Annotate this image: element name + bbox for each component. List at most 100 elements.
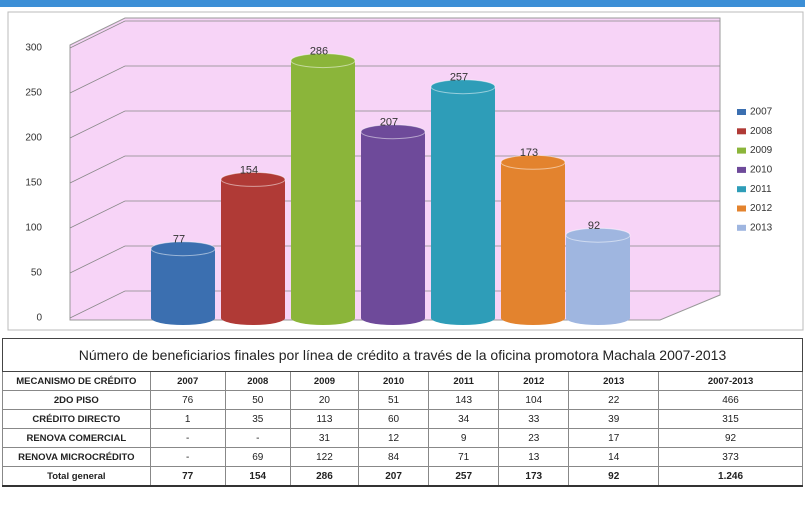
header-cell: 2007: [149, 371, 226, 391]
legend-swatch: [737, 205, 746, 212]
table-cell: 257: [428, 466, 500, 487]
table-cell: 71: [428, 447, 500, 467]
table-cell: 33: [498, 409, 570, 429]
data-label: 154: [240, 164, 258, 176]
table-cell: 122: [289, 447, 360, 467]
legend-label: 2011: [750, 184, 772, 195]
y-tick-label: 50: [31, 268, 43, 279]
table-cell: CRÉDITO DIRECTO: [2, 409, 151, 429]
table-cell: 2DO PISO: [2, 390, 151, 410]
table-cell: 286: [289, 466, 360, 487]
bar-top: [220, 171, 286, 187]
legend-label: 2008: [750, 126, 773, 137]
header-row: MECANISMO DE CRÉDITO 2007 2008 2009 2010 2011…: [2, 371, 803, 391]
legend-swatch: [737, 224, 746, 231]
table-cell: 92: [658, 428, 803, 448]
bar-top: [430, 79, 496, 95]
table-cell: 60: [358, 409, 430, 429]
top-bar: [0, 0, 805, 7]
table-cell: 20: [289, 390, 360, 410]
table-cell: 12: [358, 428, 430, 448]
table-cell: 9: [428, 428, 500, 448]
bar: [291, 60, 355, 318]
table-cell: 77: [149, 466, 226, 487]
header-cell: 2010: [358, 371, 430, 391]
legend-swatch: [737, 147, 746, 154]
table-cell: 92: [568, 466, 660, 487]
bar-top: [360, 124, 426, 140]
data-label: 286: [310, 46, 328, 58]
table-cell: 113: [289, 409, 360, 429]
table-cell: 39: [568, 409, 660, 429]
data-label: 207: [380, 117, 398, 129]
y-tick-label: 0: [36, 313, 42, 324]
bar-top: [500, 154, 566, 170]
header-cell: 2011: [428, 371, 500, 391]
y-tick-label: 150: [25, 178, 42, 189]
header-cell: MECANISMO DE CRÉDITO: [2, 371, 151, 391]
bar: [151, 248, 215, 318]
y-tick-label: 250: [25, 88, 42, 99]
legend-label: 2012: [750, 203, 773, 214]
header-cell: 2009: [289, 371, 360, 391]
header-cell: 2012: [498, 371, 570, 391]
legend-swatch: [737, 186, 746, 193]
bar: [566, 235, 630, 318]
table-cell: 154: [224, 466, 291, 487]
table-cell: RENOVA COMERCIAL: [2, 428, 151, 448]
table-row: RENOVA MICROCRÉDITO -69 122 84 71 13 14 373: [2, 447, 803, 467]
table-cell: 17: [568, 428, 660, 448]
table-cell: 76: [149, 390, 226, 410]
y-tick-label: 200: [25, 133, 42, 144]
table-cell: 69: [224, 447, 291, 467]
data-label: 77: [173, 234, 185, 246]
table-cell: 173: [498, 466, 570, 487]
header-cell: 2008: [224, 371, 291, 391]
table-cell: 143: [428, 390, 500, 410]
title-row: Número de beneficiarios finales por líne…: [2, 338, 803, 372]
bar: [221, 179, 285, 318]
table-cell: 23: [498, 428, 570, 448]
legend-swatch: [737, 166, 746, 173]
bar: [501, 162, 565, 318]
table-row: RENOVA COMERCIAL - -31 12 9 23 17 92: [2, 428, 803, 448]
grid-line: [69, 110, 720, 139]
table-cell: 50: [224, 390, 291, 410]
legend-label: 2010: [750, 165, 773, 176]
table-cell: 104: [498, 390, 570, 410]
bar-top: [290, 53, 356, 69]
table-cell: 373: [658, 447, 803, 467]
table-cell: -: [149, 447, 226, 467]
y-tick-label: 100: [25, 223, 42, 234]
table-cell: 1.246: [658, 466, 803, 487]
legend-label: 2007: [750, 107, 773, 118]
table-cell: 1: [149, 409, 226, 429]
table-cell: 14: [568, 447, 660, 467]
table-cell: 51: [358, 390, 430, 410]
y-tick-label: 300: [25, 43, 42, 54]
bar: [431, 86, 495, 318]
grid-line: [69, 65, 720, 94]
legend-swatch: [737, 128, 746, 135]
table-cell: 34: [428, 409, 500, 429]
bar-top: [150, 241, 216, 257]
legend-label: 2013: [750, 222, 773, 233]
data-table: Número de beneficiarios finales por líne…: [2, 338, 803, 487]
table-title: Número de beneficiarios finales por líne…: [2, 338, 803, 372]
table-cell: 31: [289, 428, 360, 448]
table-cell: 207: [358, 466, 430, 487]
legend-label: 2009: [750, 145, 773, 156]
table-cell: 466: [658, 390, 803, 410]
table-row: Total general 77 154 286 207 257 173 92 1.246: [2, 466, 803, 487]
table-cell: 35: [224, 409, 291, 429]
table-row: 2DO PISO 76 50 20 51 143 104 22 466: [2, 390, 803, 410]
data-label: 257: [450, 72, 468, 84]
header-cell: 2007-2013: [658, 371, 803, 391]
data-label: 173: [520, 147, 538, 159]
bar: [361, 131, 425, 318]
data-label: 92: [588, 220, 600, 232]
table-cell: 13: [498, 447, 570, 467]
chart: 0 50 100 150 200 250 300 77 2007 154 2008 286 2009 20…: [7, 11, 804, 331]
table-cell: -: [149, 428, 226, 448]
